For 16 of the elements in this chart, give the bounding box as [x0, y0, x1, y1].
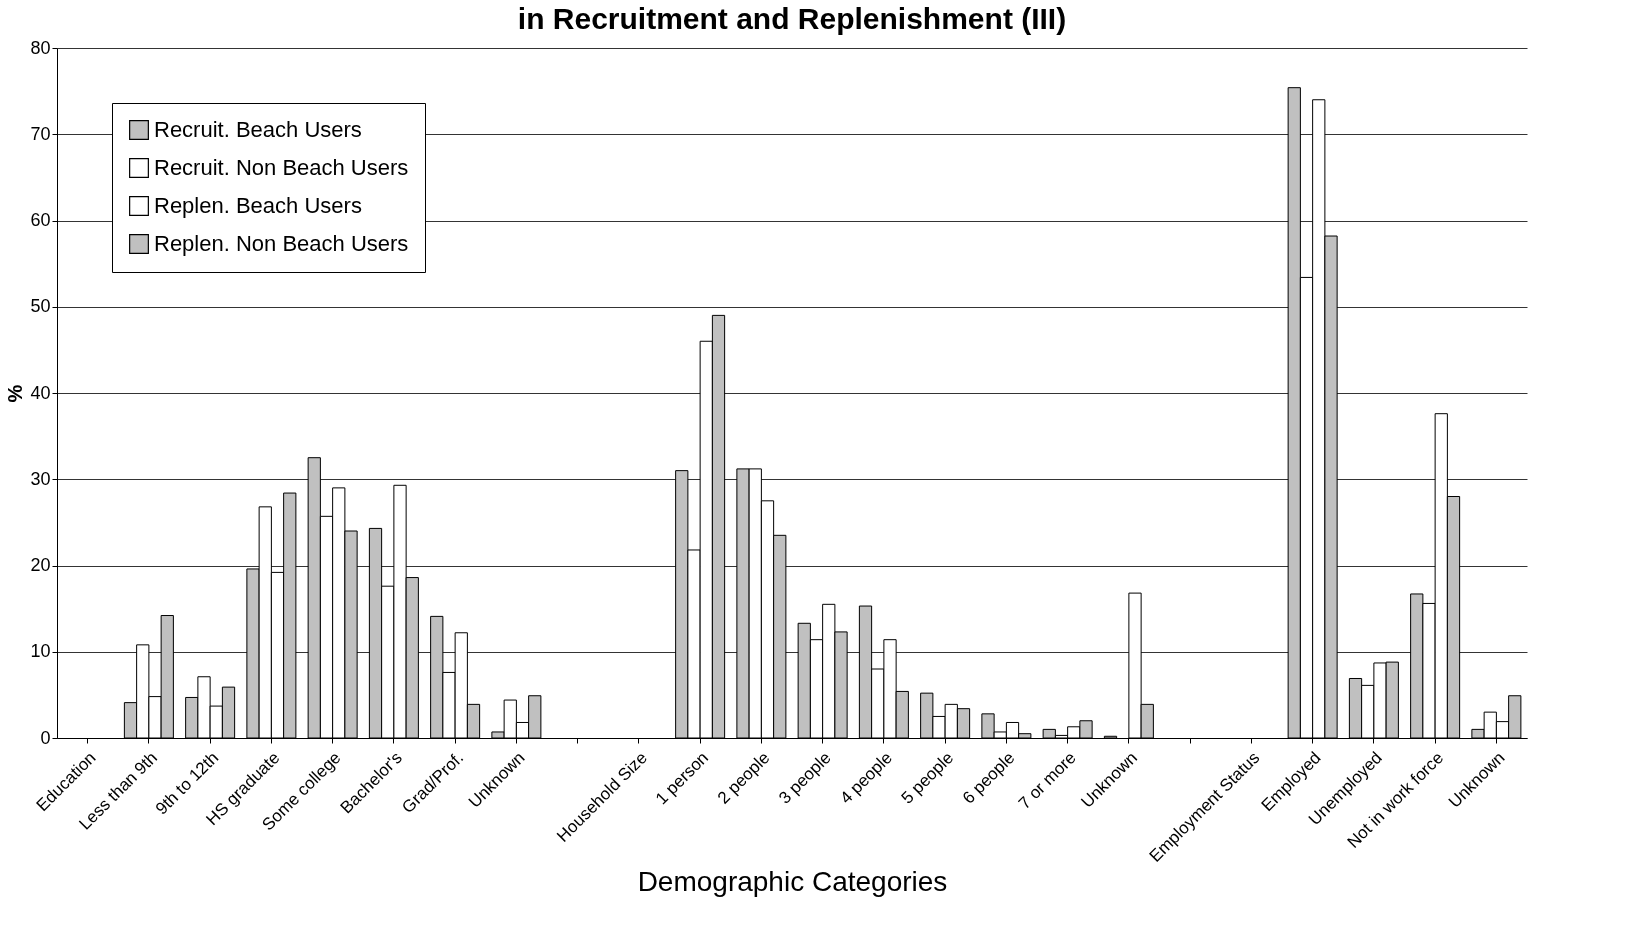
legend-label: Replen. Beach Users — [154, 193, 362, 218]
y-tick-label: 70 — [30, 123, 51, 144]
y-tick-label: 40 — [30, 382, 51, 403]
y-tick-label: 80 — [30, 37, 51, 58]
y-tick-label: 30 — [30, 468, 51, 489]
y-axis-title: % — [4, 384, 27, 403]
legend-label: Recruit. Non Beach Users — [154, 155, 409, 180]
y-tick-label: 50 — [30, 296, 51, 317]
y-tick-label: 10 — [30, 641, 51, 662]
legend-label: Replen. Non Beach Users — [154, 231, 409, 256]
x-axis-title: Demographic Categories — [637, 866, 948, 898]
y-tick-label: 20 — [30, 555, 51, 575]
legend-label: Recruit. Beach Users — [154, 117, 362, 142]
y-tick-label: 0 — [40, 727, 51, 748]
chart-title: in Recruitment and Replenishment (III) — [517, 2, 1067, 35]
y-tick-label: 60 — [30, 210, 51, 230]
